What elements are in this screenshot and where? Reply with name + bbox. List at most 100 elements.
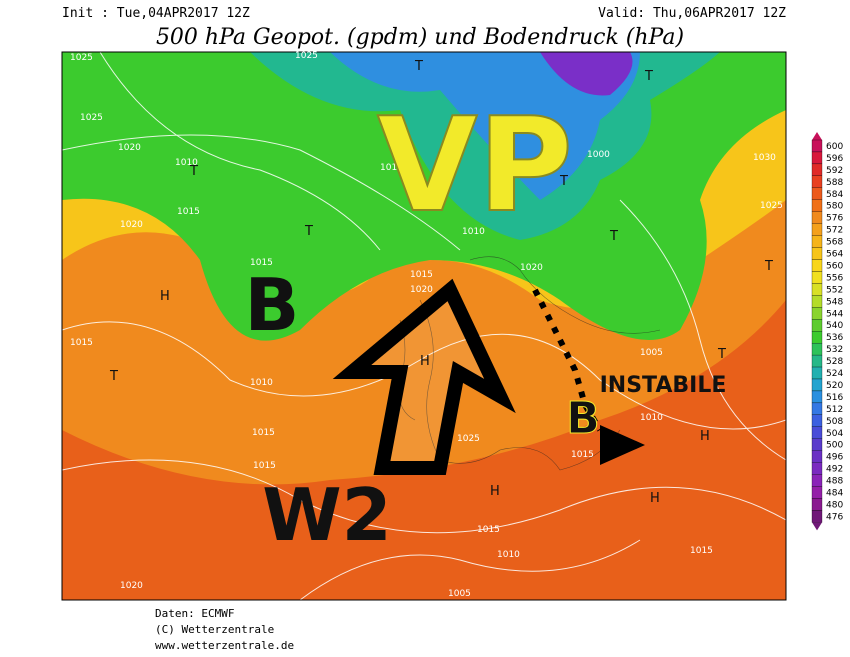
isobar-label: 1010 bbox=[380, 163, 403, 173]
track-arrowhead bbox=[600, 425, 645, 465]
legend-label: 536 bbox=[826, 333, 843, 343]
legend-swatch bbox=[811, 319, 823, 332]
isobar-label: 1015 bbox=[252, 428, 275, 438]
legend-label: 484 bbox=[826, 489, 843, 499]
isobar-label: 1025 bbox=[295, 51, 318, 61]
legend-swatch bbox=[811, 366, 823, 380]
vp-label: VP bbox=[377, 89, 573, 241]
pressure-center: H bbox=[160, 289, 170, 304]
isobar-label: 1010 bbox=[175, 158, 198, 168]
legend-swatch bbox=[811, 271, 823, 284]
isobar-label: 1025 bbox=[760, 201, 783, 211]
labels: 1015 1025 1025 1020 1010 1015 1020 1025 1010 1010… bbox=[70, 51, 783, 599]
blue-band bbox=[330, 52, 640, 200]
legend-cap-top bbox=[812, 132, 822, 140]
legend-label: 576 bbox=[826, 214, 843, 224]
pressure-center: T bbox=[109, 369, 118, 384]
isobar-label: 1015 bbox=[477, 525, 500, 535]
pressure-center: T bbox=[189, 164, 198, 179]
legend-swatch bbox=[811, 426, 823, 439]
b-label: B bbox=[245, 263, 300, 347]
isobar-label: 1010 bbox=[525, 121, 548, 131]
valid-label: Valid: Thu,06APR2017 12Z bbox=[598, 6, 786, 21]
legend-swatch bbox=[811, 474, 823, 487]
legend-label: 584 bbox=[826, 190, 843, 200]
isobar-label: 1015 bbox=[70, 338, 93, 348]
isobar-label: 1020 bbox=[520, 263, 543, 273]
legend-label: 560 bbox=[826, 261, 843, 271]
legend-label: 532 bbox=[826, 345, 843, 355]
arrow-outline bbox=[332, 278, 516, 475]
isobar-label: 1010 bbox=[497, 550, 520, 560]
legend-swatch bbox=[811, 331, 823, 344]
legend-label: 588 bbox=[826, 178, 843, 188]
legend-label: 580 bbox=[826, 202, 843, 212]
legend-swatch bbox=[811, 139, 823, 153]
legend-swatch bbox=[811, 390, 823, 404]
legend-swatch bbox=[811, 342, 823, 356]
legend-label: 548 bbox=[826, 297, 843, 307]
legend-label: 540 bbox=[826, 321, 843, 331]
isobar-label: 1015 bbox=[690, 546, 713, 556]
legend-swatch bbox=[811, 163, 823, 176]
pressure-center: H bbox=[490, 484, 500, 499]
isobar-label: 1010 bbox=[640, 413, 663, 423]
legend-label: 572 bbox=[826, 226, 843, 236]
isobar-label: 1020 bbox=[118, 143, 141, 153]
instabile-label: INSTABILE bbox=[600, 373, 727, 398]
legend-label: 496 bbox=[826, 453, 843, 463]
map bbox=[62, 52, 786, 600]
isobar-label: 1025 bbox=[70, 53, 93, 63]
legend-label: 508 bbox=[826, 417, 843, 427]
legend-swatch bbox=[811, 307, 823, 320]
legend-label: 500 bbox=[826, 441, 843, 451]
isobar-label: 1010 bbox=[462, 227, 485, 237]
isobar-label: 1005 bbox=[640, 348, 663, 358]
legend-swatch bbox=[811, 211, 823, 224]
legend-cap-bottom bbox=[812, 522, 822, 531]
legend-swatch bbox=[811, 247, 823, 260]
legend-swatch bbox=[811, 151, 823, 165]
legend-label: 556 bbox=[826, 273, 843, 283]
map-frame bbox=[61, 51, 787, 601]
isobar-label: 1005 bbox=[448, 589, 471, 599]
legend-swatch bbox=[811, 498, 823, 511]
isobar-label: 1020 bbox=[120, 581, 143, 591]
map-title: 500 hPa Geopot. (gpdm) und Bodendruck (h… bbox=[156, 25, 684, 50]
legend-label: 516 bbox=[826, 393, 843, 403]
legend-label: 592 bbox=[826, 166, 843, 176]
legend-label: 600 bbox=[826, 142, 843, 152]
legend-swatch bbox=[811, 235, 823, 248]
pressure-center: T bbox=[304, 224, 313, 239]
pressure-center: H bbox=[650, 491, 660, 506]
purple-core bbox=[540, 52, 633, 96]
legend-swatch bbox=[811, 378, 823, 392]
isobar-label: 1015 bbox=[250, 258, 273, 268]
isolines bbox=[62, 52, 786, 600]
legend-label: 568 bbox=[826, 238, 843, 248]
pressure-center: T bbox=[764, 259, 773, 274]
legend-swatch bbox=[811, 486, 823, 499]
legend-swatch bbox=[811, 187, 823, 200]
legend-swatch bbox=[811, 259, 823, 272]
legend-label: 512 bbox=[826, 405, 843, 415]
legend-swatch bbox=[811, 354, 823, 368]
legend-swatch bbox=[811, 295, 823, 308]
legend-swatch bbox=[811, 510, 823, 523]
legend-label: 520 bbox=[826, 381, 843, 391]
pressure-center: T bbox=[559, 174, 568, 189]
pressure-center: T bbox=[644, 69, 653, 84]
isobar-label: 1000 bbox=[587, 150, 610, 160]
footer-source: Daten: ECMWF bbox=[155, 607, 234, 620]
legend-label: 524 bbox=[826, 369, 843, 379]
isobar-label: 1010 bbox=[250, 378, 273, 388]
pressure-center: T bbox=[609, 229, 618, 244]
isobar-label: 1015 bbox=[177, 207, 200, 217]
legend-label: 488 bbox=[826, 477, 843, 487]
dotted-track bbox=[532, 288, 603, 432]
footer-url: www.wetterzentrale.de bbox=[155, 639, 294, 652]
legend-swatch bbox=[811, 450, 823, 463]
b2-label: B bbox=[566, 393, 600, 444]
legend-swatch bbox=[811, 175, 823, 188]
